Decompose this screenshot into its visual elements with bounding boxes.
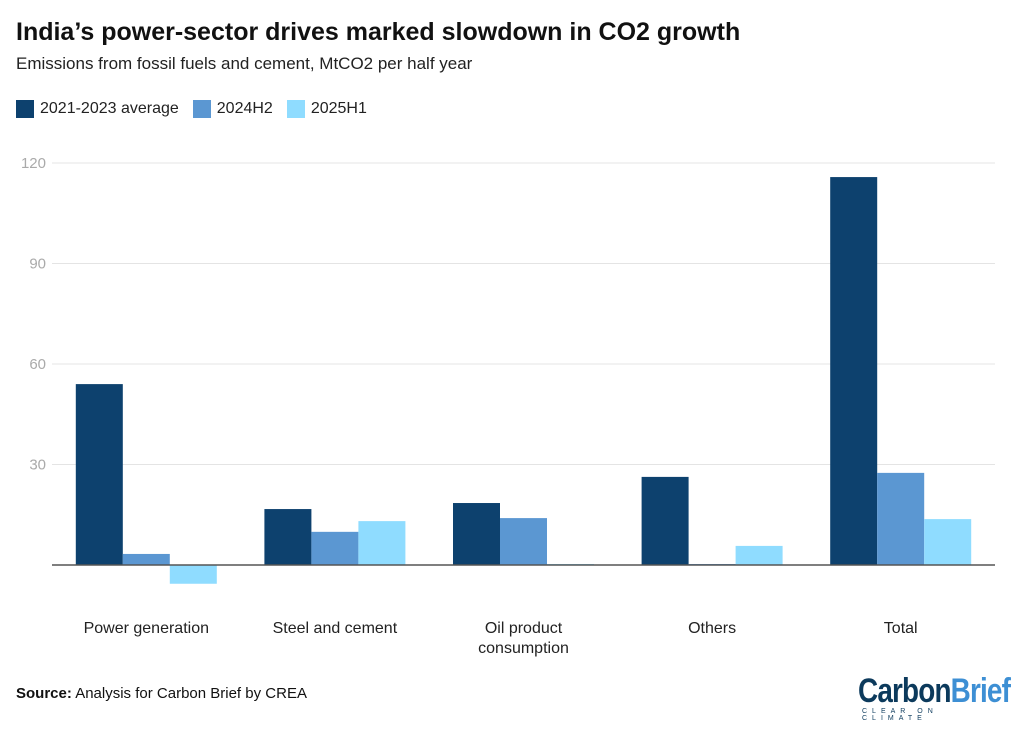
legend-item: 2021-2023 average (16, 100, 179, 118)
legend-item: 2024H2 (192, 100, 273, 118)
x-tick-label: Others (688, 620, 736, 637)
bar (735, 545, 783, 565)
legend-swatch (192, 100, 211, 118)
x-tick-label: consumption (478, 640, 569, 657)
logo-brief: Brief (950, 672, 1011, 710)
legend-label: 2021-2023 average (40, 100, 179, 117)
bar (500, 518, 547, 565)
bar (830, 177, 878, 565)
y-tick-label: 120 (21, 155, 46, 172)
bar (453, 503, 500, 565)
x-tick-label: Total (884, 620, 918, 637)
chart-subtitle: Emissions from fossil fuels and cement, … (16, 54, 473, 73)
y-tick-label: 90 (29, 256, 46, 273)
bar (122, 553, 170, 565)
y-tick-label: 60 (29, 356, 46, 373)
y-tick-label: 30 (29, 457, 46, 474)
bar (358, 521, 406, 565)
x-tick-label: Oil product (485, 620, 563, 637)
bar-chart: 30 60 90 120 Power generation Steel and cemen… (21, 155, 995, 657)
bar (641, 476, 689, 565)
logo-tagline: CLEAR ON CLIMATE (862, 708, 938, 722)
legend: 2021-2023 average 2024H2 2025H1 (16, 100, 367, 118)
logo-carbon: Carbon (858, 672, 951, 710)
chart-title: India’s power-sector drives marked slowd… (16, 18, 741, 46)
legend-item: 2025H1 (286, 100, 367, 118)
source-note: Source: Analysis for Carbon Brief by CRE… (16, 685, 307, 702)
bar (311, 531, 359, 565)
bar (877, 472, 925, 565)
source-label: Source: (16, 685, 72, 702)
bar (169, 565, 217, 584)
source-text: Analysis for Carbon Brief by CREA (71, 685, 307, 702)
x-tick-label: Power generation (84, 620, 209, 637)
bar (75, 384, 123, 565)
legend-swatch (16, 100, 34, 118)
carbon-brief-logo: CarbonBrief CLEAR ON CLIMATE (858, 672, 1011, 722)
x-tick-label: Steel and cement (273, 620, 398, 637)
bar (924, 519, 972, 565)
legend-label: 2025H1 (310, 100, 367, 117)
bar (264, 509, 312, 565)
legend-label: 2024H2 (216, 100, 273, 117)
legend-swatch (286, 100, 305, 118)
